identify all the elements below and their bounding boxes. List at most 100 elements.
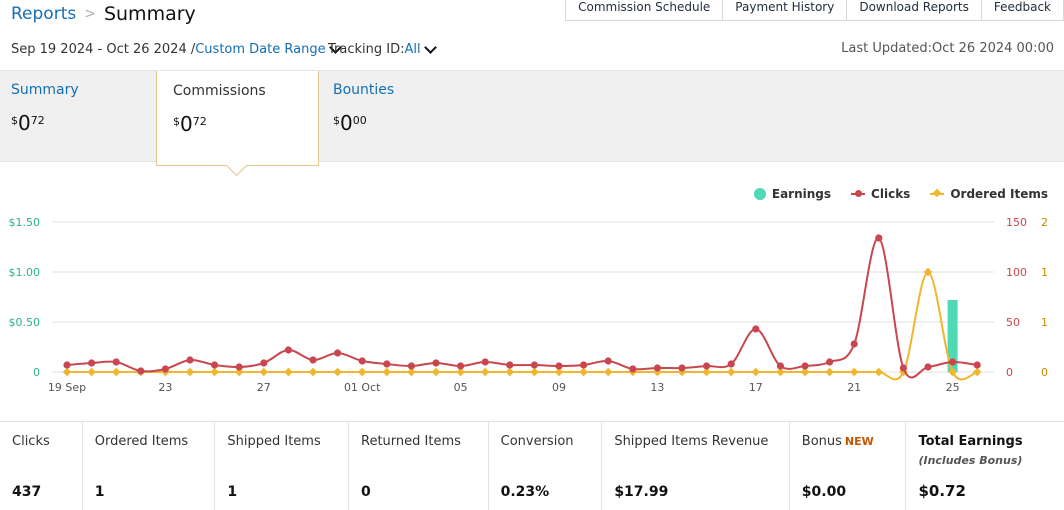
- stat-clicks: Clicks 437: [0, 422, 83, 510]
- stat-returned-items: Returned Items 0: [349, 422, 489, 510]
- bonus-label: Bonus: [801, 434, 842, 449]
- ordered-items-point: [776, 367, 785, 377]
- ordered-items-point: [456, 367, 465, 377]
- stat-label: Ordered Items: [94, 434, 189, 449]
- ordered-items-point: [702, 367, 711, 377]
- tab-commissions-amount: $0 72: [173, 112, 207, 136]
- ordered-items-point: [800, 367, 810, 377]
- clicks-point: [604, 357, 612, 365]
- earnings-bar: [947, 300, 958, 372]
- clicks-point: [776, 362, 785, 370]
- legend-ordered-items[interactable]: Ordered Items: [930, 187, 1048, 201]
- clicks-point: [112, 358, 120, 366]
- tracking-id-dropdown[interactable]: All: [404, 41, 421, 57]
- clicks-point: [309, 356, 317, 364]
- y-right-items-tick-label: 2: [1041, 216, 1048, 229]
- y-right-clicks-tick-label: 50: [1006, 316, 1020, 329]
- y-right-items-tick-label: 1: [1041, 316, 1048, 329]
- page-title: Summary: [103, 3, 196, 25]
- ordered-items-point: [185, 367, 195, 377]
- ordered-items-point: [333, 367, 342, 377]
- date-range-text: Sep 19 2024 - Oct 26 2024 /: [11, 41, 196, 57]
- y-right-clicks-tick-label: 100: [1006, 266, 1027, 279]
- clicks-point: [703, 362, 711, 370]
- stat-value: $17.99: [614, 484, 669, 500]
- clicks-point: [481, 358, 489, 366]
- chevron-down-icon[interactable]: [423, 40, 437, 54]
- custom-date-range-dropdown[interactable]: Custom Date Range: [195, 41, 326, 57]
- ordered-items-point: [579, 367, 588, 377]
- tab-bounties[interactable]: Bounties $0 00: [322, 71, 482, 161]
- x-tick-label: 23: [158, 381, 172, 394]
- last-updated: Last Updated:Oct 26 2024 00:00: [841, 41, 1054, 56]
- clicks-point: [850, 340, 858, 348]
- clicks-point: [924, 363, 932, 371]
- stat-label: Total Earnings: [918, 434, 1023, 449]
- ordered-items-point: [87, 367, 96, 377]
- ordered-items-line: [67, 270, 978, 381]
- x-tick-label: 01 Oct: [344, 381, 381, 394]
- breadcrumb: Reports > Summary: [11, 2, 196, 26]
- y-left-tick-label: 0: [33, 366, 40, 379]
- commission-schedule-tab[interactable]: Commission Schedule: [565, 0, 724, 21]
- ordered-items-point: [726, 367, 736, 377]
- ordered-items-point: [259, 367, 269, 377]
- clicks-point: [530, 361, 539, 369]
- legend-clicks[interactable]: Clicks: [851, 187, 910, 201]
- ordered-items-point: [751, 367, 761, 377]
- stat-value: $0.00: [801, 484, 847, 500]
- stat-bonus: Bonus NEW $0.00: [790, 422, 907, 510]
- clicks-point: [63, 361, 71, 369]
- clicks-point: [284, 346, 292, 354]
- y-right-clicks-tick-label: 0: [1006, 366, 1013, 379]
- download-reports-tab[interactable]: Download Reports: [847, 0, 982, 21]
- clicks-point: [973, 361, 981, 369]
- y-right-clicks-tick-label: 150: [1006, 216, 1027, 229]
- clicks-point: [432, 359, 440, 367]
- clicks-point: [235, 363, 243, 371]
- clicks-point: [653, 364, 662, 372]
- legend-earnings[interactable]: Earnings: [753, 187, 831, 201]
- x-tick-label: 17: [749, 381, 763, 394]
- ordered-items-point: [530, 367, 539, 377]
- tab-bounties-amount: $0 00: [333, 111, 367, 135]
- ordered-items-point: [874, 367, 884, 377]
- date-filter: Sep 19 2024 - Oct 26 2024 / Custom Date …: [11, 40, 346, 58]
- ordered-items-point: [407, 367, 416, 377]
- clicks-point: [137, 367, 145, 375]
- stat-ordered-items: Ordered Items 1: [83, 422, 216, 510]
- ordered-items-point: [603, 367, 613, 377]
- currency-symbol: $: [11, 114, 18, 127]
- tracking-id-label: Tracking ID:: [328, 41, 405, 57]
- stat-value: 1: [94, 484, 105, 500]
- stat-conversion: Conversion 0.23%: [489, 422, 603, 510]
- clicks-point: [457, 362, 465, 370]
- x-tick-label: 09: [552, 381, 566, 394]
- ordered-items-point: [849, 367, 859, 377]
- stat-label: Shipped Items Revenue: [614, 434, 769, 449]
- legend-clicks-label: Clicks: [871, 187, 911, 201]
- amount-cents: 72: [192, 115, 207, 128]
- x-tick-label: 05: [454, 381, 468, 394]
- stat-sub-label: (Includes Bonus): [918, 454, 1023, 467]
- breadcrumb-reports-link[interactable]: Reports: [11, 4, 77, 24]
- clicks-point: [629, 365, 637, 373]
- clicks-point: [88, 359, 96, 367]
- legend-ordered-label: Ordered Items: [950, 187, 1048, 201]
- clicks-point: [727, 360, 735, 368]
- feedback-tab[interactable]: Feedback: [981, 0, 1064, 21]
- x-tick-label: 13: [650, 381, 664, 394]
- tab-bounties-label: Bounties: [333, 82, 395, 98]
- stat-value: 0: [361, 484, 371, 500]
- tab-commissions[interactable]: Commissions $0 72: [156, 71, 319, 177]
- payment-history-tab[interactable]: Payment History: [723, 0, 848, 21]
- chart-legend: Earnings Clicks Ordered Items: [734, 187, 1048, 201]
- ordered-items-point: [62, 367, 72, 377]
- ordered-items-point: [308, 367, 318, 377]
- tab-summary[interactable]: Summary $0 72: [0, 71, 157, 161]
- y-left-tick-label: $1.50: [9, 216, 41, 229]
- clicks-point: [211, 361, 219, 369]
- amount-cents: 00: [352, 114, 367, 127]
- ordered-items-point: [505, 367, 515, 377]
- ordered-items-point: [111, 367, 121, 377]
